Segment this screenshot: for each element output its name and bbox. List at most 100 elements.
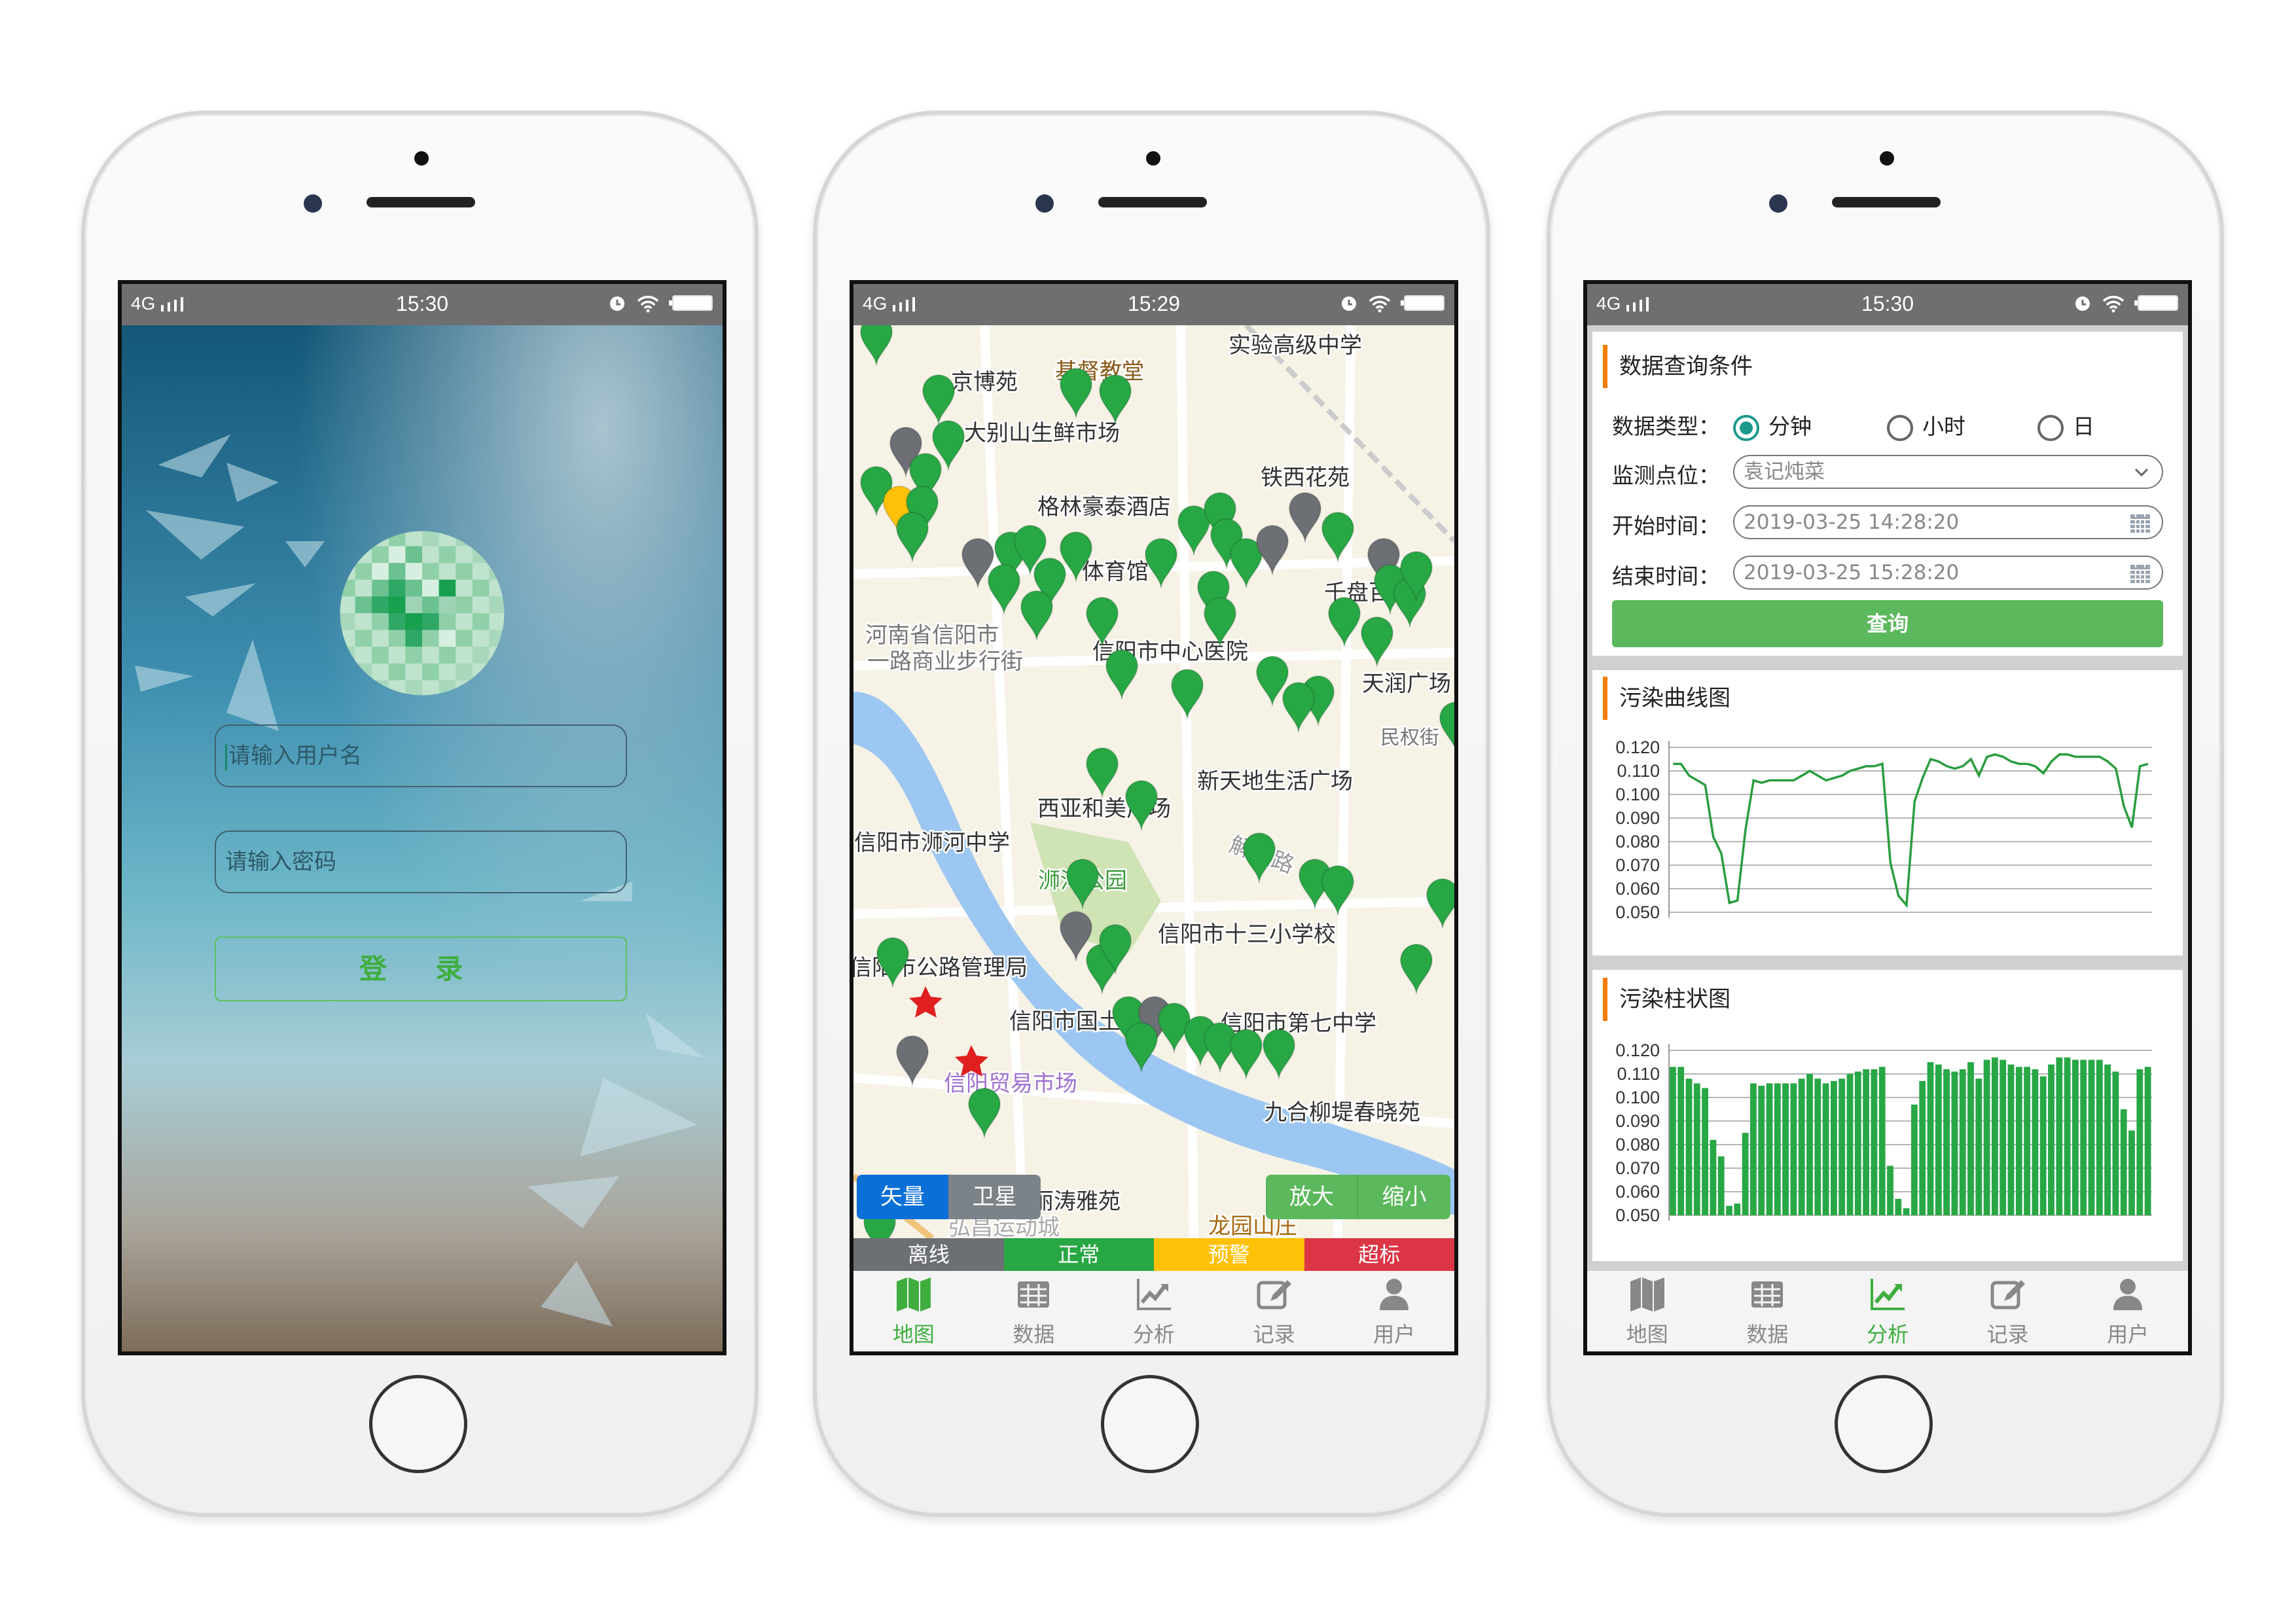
username-input[interactable]: 请输入用户名 [215, 724, 627, 787]
logo-pixel [489, 546, 505, 563]
map-marker[interactable] [1066, 859, 1100, 910]
map-marker[interactable] [1262, 1029, 1296, 1080]
map-marker[interactable] [895, 512, 929, 563]
end-time-input[interactable]: 2019-03-25 15:28:20 [1733, 556, 2163, 590]
map-marker[interactable] [961, 538, 995, 589]
radio-minute[interactable]: 分钟 [1733, 409, 1812, 441]
map-marker[interactable] [967, 1088, 1001, 1139]
zoom-in-button[interactable]: 放大 [1266, 1175, 1358, 1219]
map-marker[interactable] [931, 420, 965, 471]
tab-edit[interactable]: 记录 [1948, 1271, 2068, 1351]
home-button[interactable] [1101, 1375, 1199, 1473]
tab-table[interactable]: 数据 [974, 1271, 1094, 1351]
map-marker[interactable] [1426, 878, 1454, 929]
radio-day[interactable]: 日 [2037, 409, 2094, 441]
logo-pixel [422, 563, 440, 580]
map-marker[interactable] [895, 1035, 929, 1086]
tab-user[interactable]: 用户 [2068, 1271, 2188, 1351]
login-button[interactable]: 登 录 [215, 936, 627, 1001]
alarm-icon [2075, 296, 2090, 311]
map-marker[interactable] [1020, 590, 1054, 641]
tab-chart-line[interactable]: 分析 [1827, 1271, 1948, 1351]
map-marker[interactable] [1059, 368, 1093, 419]
logo-pixel [456, 680, 473, 696]
start-time-input[interactable]: 2019-03-25 14:28:20 [1733, 505, 2163, 539]
map-marker[interactable] [922, 374, 956, 425]
tab-user[interactable]: 用户 [1334, 1271, 1454, 1351]
map-marker[interactable] [1157, 1003, 1191, 1054]
query-button[interactable]: 查询 [1612, 600, 2163, 647]
battery-icon [669, 295, 713, 311]
home-button[interactable] [369, 1375, 467, 1473]
map-marker[interactable] [876, 937, 910, 988]
map-marker[interactable] [1439, 702, 1454, 752]
map-marker[interactable] [889, 427, 923, 478]
map-marker[interactable] [1399, 551, 1433, 602]
map-label: 信阳贸易市场 [944, 1071, 1077, 1096]
layer-vector-button[interactable]: 矢量 [857, 1175, 948, 1219]
calendar-icon[interactable] [2129, 510, 2151, 534]
layer-satellite-button[interactable]: 卫星 [948, 1175, 1041, 1219]
bar [1734, 1204, 1741, 1215]
map-marker[interactable] [1203, 597, 1237, 648]
start-time-value: 2019-03-25 14:28:20 [1744, 510, 1960, 534]
zoom-out-button[interactable]: 缩小 [1358, 1175, 1450, 1219]
map-marker[interactable] [859, 315, 893, 366]
calendar-icon[interactable] [2129, 561, 2151, 584]
map-marker[interactable] [1124, 1022, 1158, 1073]
map-markers[interactable] [859, 315, 1454, 1257]
map-marker[interactable] [1321, 865, 1355, 916]
y-tick-label: 0.070 [1615, 855, 1660, 875]
radio-hour[interactable]: 小时 [1887, 409, 1965, 441]
map-marker[interactable] [1321, 512, 1355, 563]
bar-chart: 0.050 0.060 0.070 0.080 0.090 0.100 0.110 0.120 [1615, 1041, 2152, 1225]
map-marker[interactable] [1059, 911, 1093, 962]
map-marker[interactable] [1229, 1029, 1263, 1080]
map-label: 新天地生活广场 [1197, 769, 1353, 794]
tab-table[interactable]: 数据 [1708, 1271, 1828, 1351]
bar [1846, 1074, 1854, 1215]
status-time: 15:29 [1127, 292, 1181, 315]
line-chart: 0.050 0.060 0.070 0.080 0.090 0.100 0.110 0.120 [1615, 738, 2152, 922]
map-marker[interactable] [1105, 649, 1139, 700]
radio-circle[interactable] [1733, 414, 1759, 441]
logo-pixel [372, 613, 389, 631]
password-input[interactable]: 请输入密码 [215, 830, 627, 893]
map-label: 体育馆 [1082, 560, 1149, 584]
tab-map[interactable]: 地图 [1587, 1271, 1708, 1351]
map-marker[interactable] [1098, 374, 1132, 425]
map-marker[interactable] [1210, 518, 1244, 569]
map-marker[interactable] [1255, 525, 1289, 576]
tab-chart-line[interactable]: 分析 [1094, 1271, 1214, 1351]
map-marker[interactable] [987, 564, 1021, 615]
logo-pixel [489, 630, 505, 647]
map-marker[interactable] [1255, 656, 1289, 707]
tab-map[interactable]: 地图 [853, 1271, 974, 1351]
bar [1959, 1069, 1966, 1215]
map-marker[interactable] [1085, 747, 1119, 798]
battery-icon [1401, 295, 1444, 311]
radio-circle[interactable] [1887, 414, 1913, 441]
map-marker[interactable] [1327, 597, 1361, 648]
map-marker[interactable] [1144, 538, 1178, 589]
map-marker[interactable] [1399, 944, 1433, 995]
bar [2088, 1060, 2095, 1215]
map-marker[interactable] [1288, 492, 1322, 543]
site-select[interactable]: 袁记炖菜 [1733, 455, 2163, 489]
map-canvas[interactable]: 京博苑 基督教堂 实验高级中学 大别山生鲜市场 铁西花苑 格林豪泰酒店 体育馆 … [853, 315, 1454, 1257]
map-marker[interactable] [1013, 525, 1047, 576]
tab-edit[interactable]: 记录 [1214, 1271, 1335, 1351]
y-tick-label: 0.110 [1617, 761, 1660, 781]
map-marker[interactable] [1124, 780, 1158, 831]
map-marker[interactable] [1170, 669, 1204, 720]
radio-circle[interactable] [2037, 414, 2064, 441]
map-marker[interactable] [1085, 597, 1119, 648]
map-marker[interactable] [1242, 832, 1276, 883]
map-marker[interactable] [859, 466, 893, 517]
map-view[interactable]: 京博苑 基督教堂 实验高级中学 大别山生鲜市场 铁西花苑 格林豪泰酒店 体育馆 … [853, 315, 1454, 1257]
map-marker[interactable] [1059, 531, 1093, 582]
map-marker[interactable] [1098, 924, 1132, 975]
home-button[interactable] [1835, 1375, 1933, 1473]
map-marker[interactable] [1282, 682, 1316, 733]
map-marker[interactable] [1360, 616, 1394, 668]
